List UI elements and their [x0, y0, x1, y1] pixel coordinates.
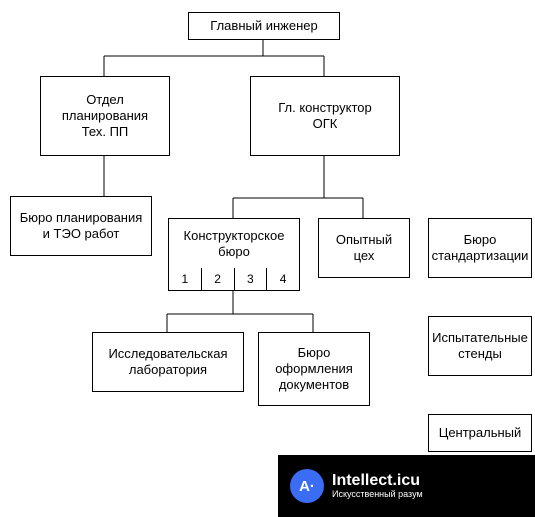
node-doc-bureau: Бюрооформлениядокументов	[258, 332, 370, 406]
watermark-footer: A· Intellect.icu Искусственный разум	[278, 455, 535, 517]
node-test-stands: Испытательныестенды	[428, 316, 532, 376]
design-bureau-cell: 2	[202, 268, 235, 290]
node-label: Бюростандартизации	[432, 232, 529, 265]
node-design-bureau: Конструкторскоебюро	[168, 218, 300, 270]
design-bureau-cell: 4	[267, 268, 299, 290]
node-label: Центральный	[439, 425, 522, 441]
node-label: Испытательныестенды	[432, 330, 528, 363]
node-label: Бюро планированияи ТЭО работ	[20, 210, 143, 243]
node-research-lab: Исследовательскаялаборатория	[92, 332, 244, 392]
node-chief-designer: Гл. конструкторОГК	[250, 76, 400, 156]
node-label: Конструкторскоебюро	[184, 228, 285, 261]
node-planning-bureau: Бюро планированияи ТЭО работ	[10, 196, 152, 256]
node-central: Центральный	[428, 414, 532, 452]
node-planning-dept: ОтделпланированияТех. ПП	[40, 76, 170, 156]
node-label: ОтделпланированияТех. ПП	[62, 92, 148, 141]
node-label: Опытныйцех	[336, 232, 392, 265]
node-design-bureau-cells: 1234	[168, 268, 300, 291]
node-chief-engineer: Главный инженер	[188, 12, 340, 40]
node-standardization-bureau: Бюростандартизации	[428, 218, 532, 278]
logo-icon: A·	[290, 469, 324, 503]
design-bureau-cell: 3	[235, 268, 268, 290]
footer-subtitle: Искусственный разум	[332, 490, 423, 500]
node-label: Бюрооформлениядокументов	[275, 345, 353, 394]
design-bureau-cell: 1	[169, 268, 202, 290]
node-label: Гл. конструкторОГК	[278, 100, 372, 133]
node-label: Исследовательскаялаборатория	[108, 346, 227, 379]
footer-title: Intellect.icu	[332, 472, 423, 490]
node-label: Главный инженер	[210, 18, 317, 34]
node-pilot-shop: Опытныйцех	[318, 218, 410, 278]
